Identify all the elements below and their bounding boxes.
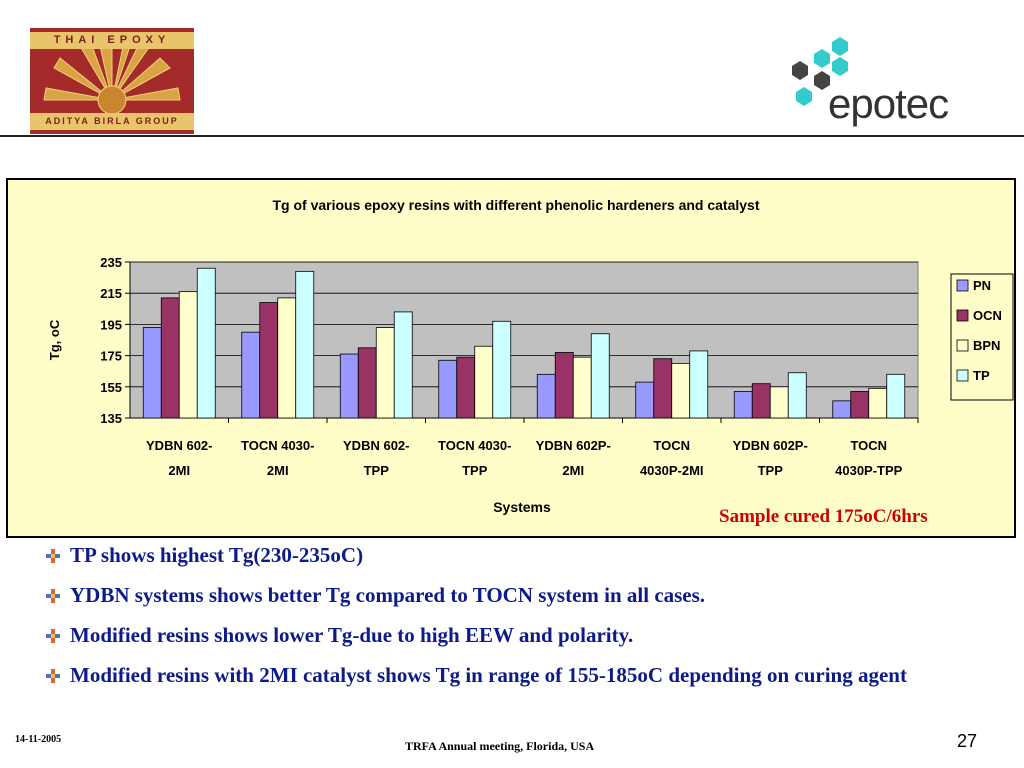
- bar-tp: [787, 372, 807, 419]
- bullet-item: YDBN systems shows better Tg compared to…: [42, 584, 1017, 607]
- bar-pn: [438, 359, 458, 419]
- bar-bpn: [277, 297, 297, 419]
- x-axis-title: Systems: [493, 499, 551, 515]
- legend-label: OCN: [973, 308, 1002, 323]
- bullet-item: Modified resins shows lower Tg-due to hi…: [42, 624, 1017, 647]
- bar-bpn: [572, 356, 592, 419]
- bar-tp: [886, 373, 906, 419]
- x-tick-label: YDBN 602P-: [733, 438, 808, 453]
- footer-date: 14-11-2005: [15, 734, 62, 745]
- epotec-logo: epotec: [770, 24, 966, 134]
- footer-event: TRFA Annual meeting, Florida, USA: [405, 739, 595, 753]
- bar-ocn: [850, 391, 870, 419]
- bullet-text: Modified resins with 2MI catalyst shows …: [70, 663, 907, 687]
- header-divider: [0, 135, 1024, 137]
- bar-pn: [339, 353, 359, 419]
- legend-swatch-pn: [956, 279, 969, 292]
- bar-bpn: [474, 345, 494, 419]
- y-axis-title: Tg, oC: [47, 319, 62, 360]
- logo-top-text: THAI EPOXY: [30, 32, 194, 49]
- bullet-item: Modified resins with 2MI catalyst shows …: [42, 664, 1017, 687]
- y-tick-label: 235: [100, 255, 122, 270]
- tg-bar-chart: Tg of various epoxy resins with differen…: [47, 197, 1014, 515]
- bar-ocn: [357, 347, 377, 419]
- thai-epoxy-logo: THAI EPOXY ADITYA BIRLA GROUP: [30, 28, 194, 134]
- bar-ocn: [554, 352, 574, 419]
- bullet-item: TP shows highest Tg(230-235oC): [42, 544, 1017, 567]
- bar-pn: [536, 373, 556, 419]
- bar-tp: [492, 320, 512, 419]
- bullet-text: YDBN systems shows better Tg compared to…: [70, 583, 706, 607]
- legend-swatch-bpn: [956, 339, 969, 352]
- bar-pn: [142, 327, 162, 419]
- y-tick-label: 195: [100, 317, 122, 332]
- bullet-text: Modified resins shows lower Tg-due to hi…: [70, 623, 634, 647]
- bar-bpn: [769, 386, 789, 419]
- logo-bottom-text: ADITYA BIRLA GROUP: [30, 113, 194, 130]
- bar-bpn: [671, 362, 691, 419]
- bar-tp: [590, 333, 610, 419]
- legend-label: TP: [973, 368, 990, 383]
- bullet-text: TP shows highest Tg(230-235oC): [70, 543, 364, 567]
- y-tick-label: 175: [100, 349, 122, 364]
- bar-ocn: [259, 302, 279, 419]
- x-tick-label: TPP: [462, 463, 488, 478]
- x-tick-label: 4030P-TPP: [835, 463, 903, 478]
- bullet-icon: [46, 629, 60, 643]
- x-tick-label: TOCN 4030-: [438, 438, 511, 453]
- bar-bpn: [375, 327, 395, 419]
- bar-pn: [832, 400, 852, 419]
- bar-bpn: [868, 387, 888, 419]
- bar-ocn: [456, 356, 476, 419]
- x-tick-label: TOCN: [653, 438, 690, 453]
- bar-ocn: [160, 297, 180, 419]
- epotec-wordmark: epotec: [828, 80, 949, 127]
- chart-title: Tg of various epoxy resins with differen…: [272, 197, 759, 213]
- y-tick-label: 215: [100, 286, 122, 301]
- x-tick-label: TOCN 4030-: [241, 438, 314, 453]
- bullet-icon: [46, 549, 60, 563]
- bar-tp: [393, 311, 413, 419]
- sunburst-graphic: [43, 41, 181, 115]
- bar-tp: [196, 267, 216, 419]
- epotec-hexagons-icon: [792, 37, 848, 106]
- bar-bpn: [178, 291, 198, 419]
- chart-panel: Tg of various epoxy resins with differen…: [6, 178, 1016, 538]
- bullet-icon: [46, 669, 60, 683]
- y-tick-label: 155: [100, 380, 122, 395]
- bullet-icon: [46, 589, 60, 603]
- legend-swatch-tp: [956, 369, 969, 382]
- x-tick-label: YDBN 602-: [343, 438, 409, 453]
- bar-pn: [733, 391, 753, 419]
- x-tick-label: 2MI: [168, 463, 190, 478]
- x-tick-label: 2MI: [267, 463, 289, 478]
- sample-cure-note: Sample cured 175oC/6hrs: [719, 506, 928, 527]
- x-tick-label: TPP: [364, 463, 390, 478]
- legend-swatch-ocn: [956, 309, 969, 322]
- x-tick-label: YDBN 602P-: [536, 438, 611, 453]
- page-number: 27: [957, 731, 978, 751]
- bar-ocn: [653, 358, 673, 419]
- legend-label: BPN: [973, 338, 1000, 353]
- x-tick-label: TPP: [758, 463, 784, 478]
- bar-tp: [689, 350, 709, 419]
- bar-pn: [635, 381, 655, 419]
- bar-pn: [241, 331, 261, 419]
- x-tick-label: 4030P-2MI: [640, 463, 704, 478]
- legend-label: PN: [973, 278, 991, 293]
- x-tick-label: TOCN: [850, 438, 887, 453]
- bullet-list: TP shows highest Tg(230-235oC) YDBN syst…: [42, 544, 1017, 704]
- y-tick-label: 135: [100, 411, 122, 426]
- bar-tp: [295, 270, 315, 419]
- x-tick-label: 2MI: [562, 463, 584, 478]
- x-tick-label: YDBN 602-: [146, 438, 212, 453]
- bar-ocn: [751, 383, 771, 419]
